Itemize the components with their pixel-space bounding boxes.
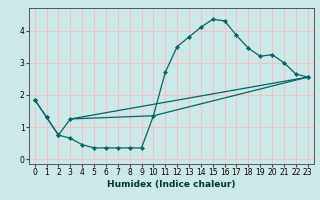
X-axis label: Humidex (Indice chaleur): Humidex (Indice chaleur) <box>107 180 236 189</box>
